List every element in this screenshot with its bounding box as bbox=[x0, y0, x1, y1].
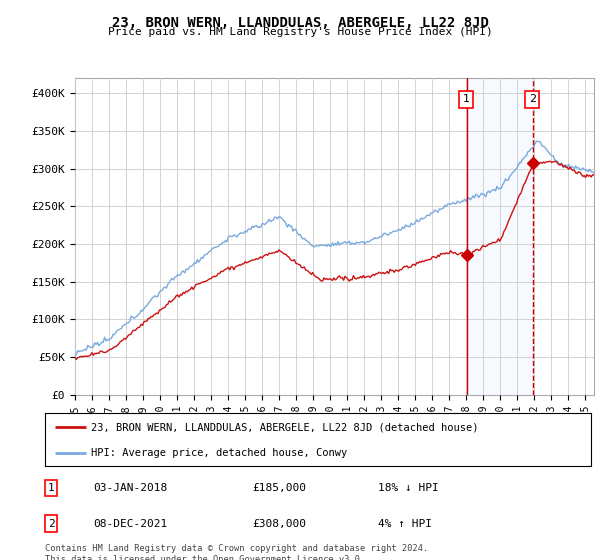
Text: HPI: Average price, detached house, Conwy: HPI: Average price, detached house, Conw… bbox=[91, 447, 347, 458]
Text: 1: 1 bbox=[463, 95, 469, 105]
Text: £308,000: £308,000 bbox=[252, 519, 306, 529]
Text: Price paid vs. HM Land Registry's House Price Index (HPI): Price paid vs. HM Land Registry's House … bbox=[107, 27, 493, 37]
Text: 18% ↓ HPI: 18% ↓ HPI bbox=[378, 483, 439, 493]
Text: 23, BRON WERN, LLANDDULAS, ABERGELE, LL22 8JD (detached house): 23, BRON WERN, LLANDDULAS, ABERGELE, LL2… bbox=[91, 422, 479, 432]
Text: 23, BRON WERN, LLANDDULAS, ABERGELE, LL22 8JD: 23, BRON WERN, LLANDDULAS, ABERGELE, LL2… bbox=[112, 16, 488, 30]
Text: Contains HM Land Registry data © Crown copyright and database right 2024.
This d: Contains HM Land Registry data © Crown c… bbox=[45, 544, 428, 560]
Text: 08-DEC-2021: 08-DEC-2021 bbox=[93, 519, 167, 529]
Text: 03-JAN-2018: 03-JAN-2018 bbox=[93, 483, 167, 493]
Text: 2: 2 bbox=[47, 519, 55, 529]
Text: £185,000: £185,000 bbox=[252, 483, 306, 493]
Text: 4% ↑ HPI: 4% ↑ HPI bbox=[378, 519, 432, 529]
Text: 2: 2 bbox=[529, 95, 536, 105]
Text: 1: 1 bbox=[47, 483, 55, 493]
Bar bbox=[467, 78, 533, 395]
